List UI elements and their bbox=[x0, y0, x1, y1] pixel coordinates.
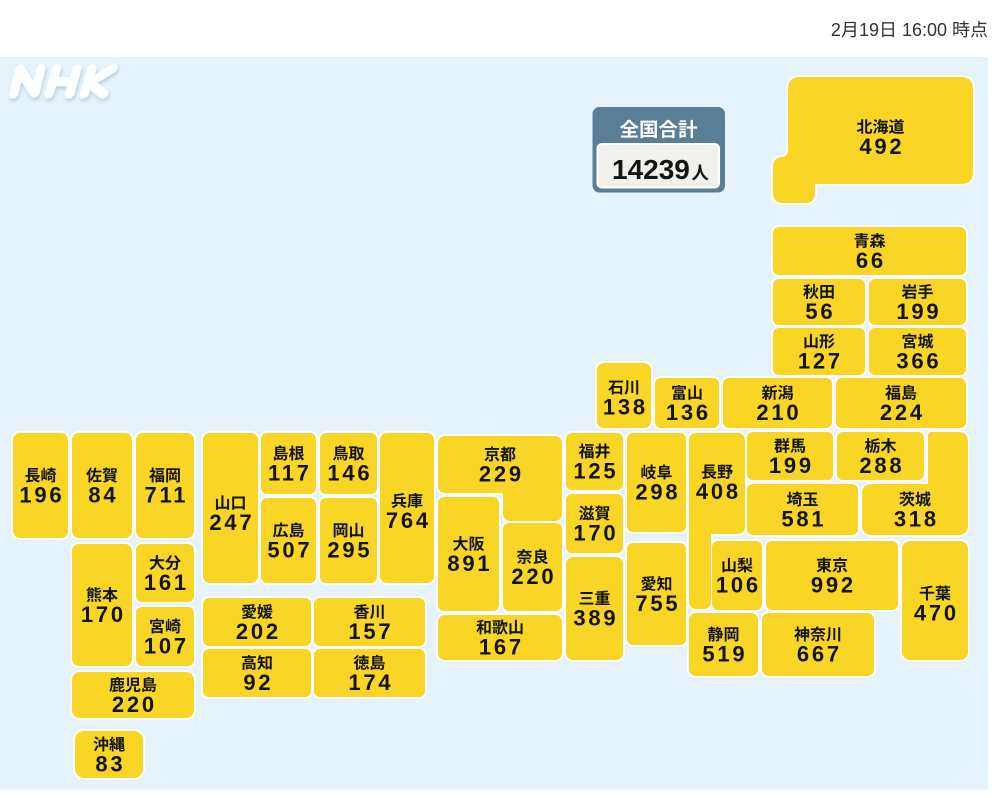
svg-text:581: 581 bbox=[781, 507, 826, 532]
svg-text:84: 84 bbox=[88, 483, 118, 508]
svg-text:174: 174 bbox=[348, 670, 393, 695]
svg-text:136: 136 bbox=[666, 400, 711, 425]
svg-text:167: 167 bbox=[479, 635, 524, 660]
svg-text:298: 298 bbox=[635, 480, 680, 505]
svg-text:106: 106 bbox=[716, 573, 761, 598]
svg-text:224: 224 bbox=[880, 400, 925, 425]
svg-text:83: 83 bbox=[95, 752, 125, 777]
svg-text:202: 202 bbox=[236, 619, 281, 644]
svg-text:56: 56 bbox=[805, 299, 835, 324]
svg-text:199: 199 bbox=[896, 299, 941, 324]
svg-text:229: 229 bbox=[479, 462, 524, 487]
svg-text:891: 891 bbox=[447, 551, 492, 576]
svg-text:492: 492 bbox=[859, 134, 904, 159]
svg-text:125: 125 bbox=[573, 459, 618, 484]
svg-text:196: 196 bbox=[19, 483, 64, 508]
svg-text:210: 210 bbox=[756, 400, 801, 425]
svg-text:507: 507 bbox=[267, 538, 312, 563]
svg-text:711: 711 bbox=[144, 483, 188, 508]
svg-text:14239: 14239 bbox=[612, 154, 690, 185]
svg-text:992: 992 bbox=[811, 573, 856, 598]
svg-text:295: 295 bbox=[327, 538, 372, 563]
svg-text:389: 389 bbox=[573, 606, 618, 631]
svg-text:220: 220 bbox=[511, 564, 556, 589]
svg-text:138: 138 bbox=[603, 395, 648, 420]
svg-text:764: 764 bbox=[386, 508, 431, 533]
svg-text:408: 408 bbox=[696, 479, 741, 504]
svg-text:161: 161 bbox=[144, 570, 189, 595]
svg-text:170: 170 bbox=[81, 602, 126, 627]
svg-text:199: 199 bbox=[769, 453, 814, 478]
svg-text:146: 146 bbox=[327, 461, 372, 486]
svg-text:2: 2 bbox=[831, 20, 841, 40]
svg-text:288: 288 bbox=[859, 453, 904, 478]
svg-text:247: 247 bbox=[209, 510, 254, 535]
svg-text:157: 157 bbox=[348, 619, 393, 644]
svg-text:117: 117 bbox=[268, 461, 312, 486]
svg-text:170: 170 bbox=[573, 521, 618, 546]
svg-text:16:00: 16:00 bbox=[897, 20, 952, 40]
svg-text:19: 19 bbox=[859, 20, 879, 40]
svg-text:318: 318 bbox=[894, 507, 939, 532]
svg-text:519: 519 bbox=[702, 642, 747, 667]
svg-text:107: 107 bbox=[144, 634, 189, 659]
svg-text:366: 366 bbox=[896, 349, 941, 374]
svg-text:667: 667 bbox=[797, 642, 842, 667]
svg-text:92: 92 bbox=[243, 670, 273, 695]
svg-text:755: 755 bbox=[635, 591, 680, 616]
svg-text:127: 127 bbox=[798, 349, 843, 374]
svg-text:470: 470 bbox=[914, 601, 959, 626]
svg-text:220: 220 bbox=[112, 692, 157, 717]
svg-text:66: 66 bbox=[856, 248, 886, 273]
